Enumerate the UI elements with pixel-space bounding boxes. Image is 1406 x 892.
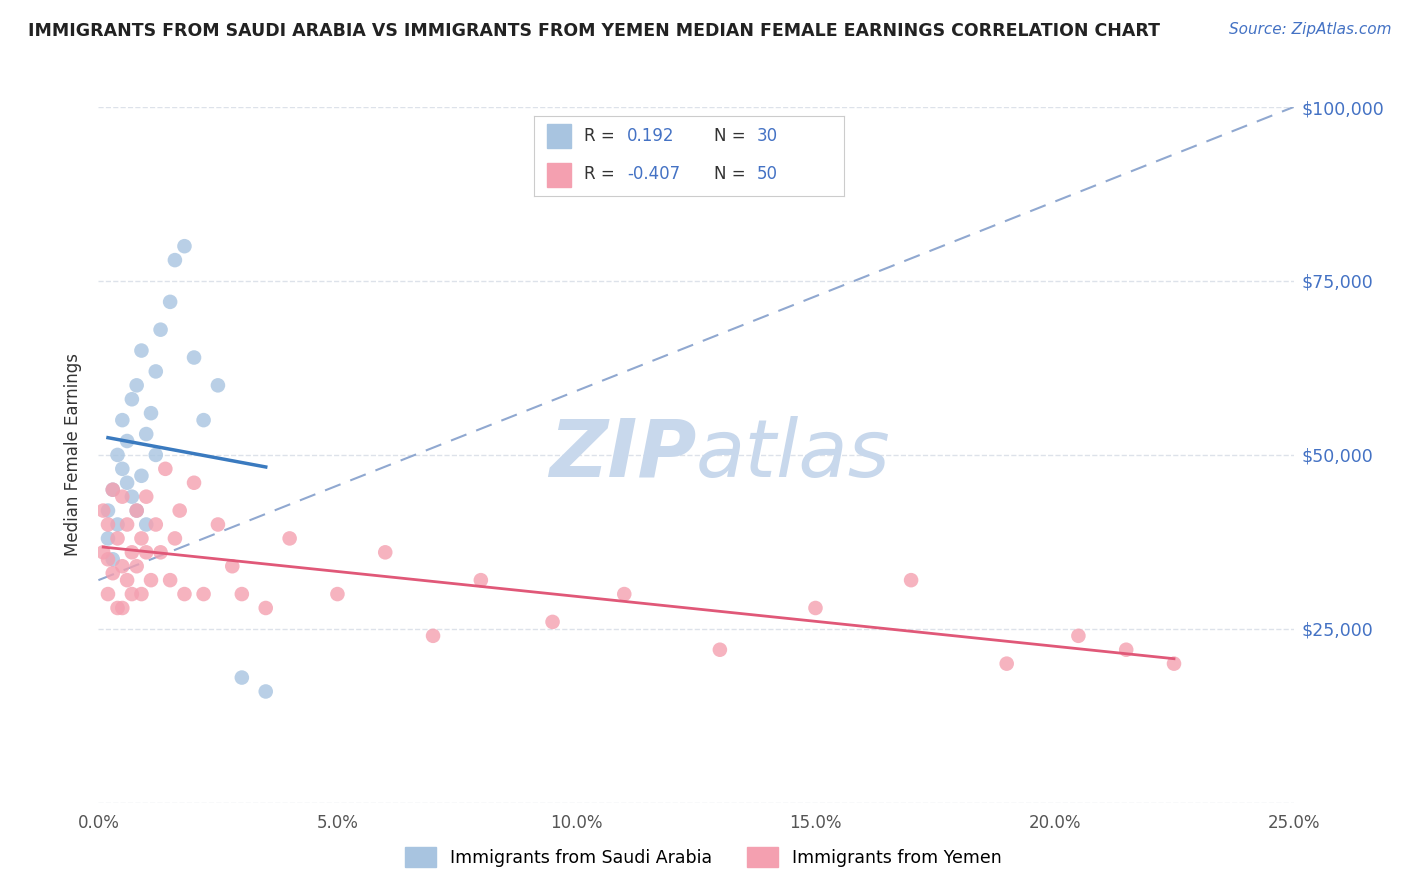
Text: R =: R =	[583, 165, 614, 183]
Text: N =: N =	[714, 127, 745, 145]
Point	[101, 566, 124, 581]
Point	[231, 671, 253, 685]
Point	[121, 545, 143, 559]
Point	[111, 413, 134, 427]
Point	[101, 552, 124, 566]
Point	[254, 684, 277, 698]
Point	[125, 559, 148, 574]
Point	[121, 490, 143, 504]
Text: IMMIGRANTS FROM SAUDI ARABIA VS IMMIGRANTS FROM YEMEN MEDIAN FEMALE EARNINGS COR: IMMIGRANTS FROM SAUDI ARABIA VS IMMIGRAN…	[28, 22, 1160, 40]
Point	[139, 573, 162, 587]
Point	[97, 532, 120, 546]
Point	[1067, 629, 1090, 643]
Point	[125, 378, 148, 392]
Point	[804, 601, 827, 615]
Point	[145, 364, 167, 378]
Point	[135, 427, 157, 442]
Point	[139, 406, 162, 420]
Point	[278, 532, 301, 546]
Point	[159, 294, 181, 309]
Point	[111, 490, 134, 504]
Point	[541, 615, 564, 629]
Point	[111, 601, 134, 615]
Point	[207, 517, 229, 532]
Point	[183, 475, 205, 490]
Point	[207, 378, 229, 392]
Point	[111, 462, 134, 476]
Point	[115, 517, 138, 532]
Point	[254, 601, 277, 615]
Point	[470, 573, 492, 587]
Point	[91, 503, 114, 517]
Point	[155, 462, 177, 476]
Point	[173, 587, 195, 601]
Point	[900, 573, 922, 587]
Point	[145, 448, 167, 462]
Text: -0.407: -0.407	[627, 165, 681, 183]
Point	[135, 545, 157, 559]
Point	[374, 545, 396, 559]
Y-axis label: Median Female Earnings: Median Female Earnings	[65, 353, 83, 557]
Point	[131, 587, 153, 601]
Point	[135, 490, 157, 504]
Point	[193, 587, 215, 601]
Point	[101, 483, 124, 497]
Point	[193, 413, 215, 427]
Point	[115, 475, 138, 490]
Point	[613, 587, 636, 601]
Point	[326, 587, 349, 601]
Point	[169, 503, 191, 517]
Point	[1163, 657, 1185, 671]
Point	[183, 351, 205, 365]
Point	[121, 587, 143, 601]
Point	[101, 483, 124, 497]
Point	[131, 343, 153, 358]
Point	[159, 573, 181, 587]
Point	[163, 253, 186, 268]
Point	[97, 587, 120, 601]
Text: ZIP: ZIP	[548, 416, 696, 494]
Point	[121, 392, 143, 407]
Point	[709, 642, 731, 657]
Text: 50: 50	[756, 165, 778, 183]
Point	[125, 503, 148, 517]
Text: N =: N =	[714, 165, 745, 183]
Legend: Immigrants from Saudi Arabia, Immigrants from Yemen: Immigrants from Saudi Arabia, Immigrants…	[398, 840, 1008, 874]
Point	[163, 532, 186, 546]
Point	[115, 573, 138, 587]
Point	[131, 468, 153, 483]
Point	[149, 545, 172, 559]
Point	[149, 323, 172, 337]
Point	[97, 517, 120, 532]
Point	[173, 239, 195, 253]
Point	[422, 629, 444, 643]
Point	[115, 434, 138, 448]
Point	[135, 517, 157, 532]
Point	[107, 517, 129, 532]
Text: 0.192: 0.192	[627, 127, 675, 145]
Point	[111, 559, 134, 574]
Point	[231, 587, 253, 601]
Point	[107, 532, 129, 546]
Bar	[547, 162, 571, 186]
Bar	[547, 124, 571, 148]
Point	[97, 552, 120, 566]
Point	[131, 532, 153, 546]
Point	[107, 601, 129, 615]
Text: atlas: atlas	[696, 416, 891, 494]
Text: 30: 30	[756, 127, 778, 145]
Point	[125, 503, 148, 517]
Point	[107, 448, 129, 462]
Point	[97, 503, 120, 517]
Point	[145, 517, 167, 532]
Point	[91, 545, 114, 559]
Text: Source: ZipAtlas.com: Source: ZipAtlas.com	[1229, 22, 1392, 37]
Text: R =: R =	[583, 127, 614, 145]
Point	[1115, 642, 1137, 657]
Point	[221, 559, 243, 574]
Point	[995, 657, 1018, 671]
